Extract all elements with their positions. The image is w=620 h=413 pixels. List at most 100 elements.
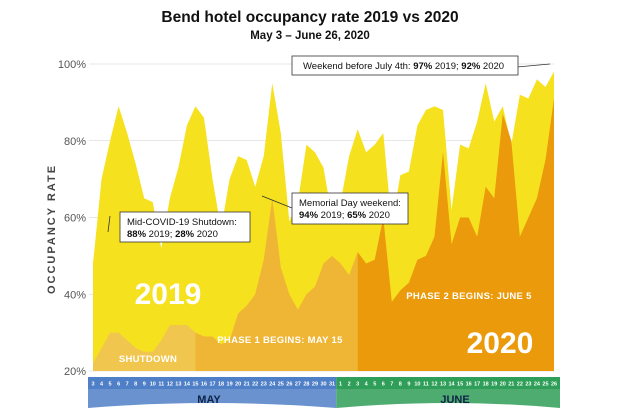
x-tick-label: 15 [457,382,463,388]
point-2019-43 [459,143,461,145]
x-tick-label: 6 [117,382,120,388]
y-axis-label: OCCUPANCY RATE [46,164,58,294]
x-tick-label: 8 [134,382,137,388]
point-2020-42 [450,243,452,245]
point-2020-2 [109,331,111,333]
point-2020-45 [476,235,478,237]
x-axis-ticks: 3 4 5 6 7 8 9 10 11 12 13 14 15 16 17 18 19 20 21 22 23 24 25 2… [91,382,557,388]
shutdown-callout-line [107,215,111,233]
point-2019-34 [382,132,384,134]
point-2020-10 [177,324,179,326]
point-2020-7 [152,351,154,353]
series-2020-phase2-area [357,98,554,371]
x-tick-label: 25 [542,382,548,388]
point-2020-5 [134,347,136,349]
point-2020-26 [314,285,316,287]
point-2020-32 [365,262,367,264]
x-tick-label: 7 [126,382,129,388]
series-2020-phase1-area [195,198,358,371]
point-2020-14 [211,335,213,337]
point-2019-6 [143,197,145,199]
july-callout-box [291,55,519,76]
memorial-callout-box [291,192,409,225]
point-2019-45 [476,120,478,122]
point-2019-37 [408,170,410,172]
point-2019-54 [553,70,555,72]
point-2019-42 [450,209,452,211]
point-2020-50 [519,235,521,237]
point-2019-49 [510,143,512,145]
x-tick-label: 9 [143,382,146,388]
x-tick-label: 15 [192,382,198,388]
x-tick-label: 16 [201,382,207,388]
point-2020-51 [527,216,529,218]
x-tick-label: 4 [365,382,369,388]
july-callout-line [516,63,551,68]
x-tick-label: 17 [209,382,215,388]
x-tick-label: 19 [491,382,497,388]
point-2020-49 [510,140,512,142]
point-2019-31 [356,128,358,130]
point-2020-21 [271,197,273,199]
point-2020-41 [442,151,444,153]
point-2020-23 [288,293,290,295]
shutdown-callout-text: Mid-COVID-19 Shutdown: 88% 2019; 28% 2020 [127,217,237,240]
x-tick-label: 18 [218,382,224,388]
x-tick-label: 3 [356,382,359,388]
point-2019-46 [485,82,487,84]
point-2019-52 [536,78,538,80]
point-2020-39 [425,255,427,257]
point-2020-28 [331,255,333,257]
point-2019-47 [493,120,495,122]
y-axis-ticks: 20% 40% 60% 80% 100% [58,59,86,378]
point-2020-4 [126,339,128,341]
point-2019-18 [245,159,247,161]
point-2020-25 [305,293,307,295]
point-2020-12 [194,331,196,333]
point-2019-4 [126,132,128,134]
point-2019-30 [348,155,350,157]
june-month-band [336,389,560,408]
x-tick-label: 12 [167,382,173,388]
label-2020: 2020 [467,327,534,360]
x-tick-label: 18 [483,382,489,388]
x-tick-label: 21 [508,382,514,388]
point-2020-38 [416,259,418,261]
point-2020-40 [433,235,435,237]
x-tick-label: 11 [158,382,164,388]
x-tick-label: 5 [109,382,112,388]
x-tick-label: 11 [423,382,429,388]
point-2019-22 [280,132,282,134]
point-2020-52 [536,197,538,199]
y-tick-label: 20% [64,366,86,378]
annotations: Mid-COVID-19 Shutdown: 88% 2019; 28% 2020… [107,55,551,243]
x-tick-label: 26 [551,382,557,388]
point-2019-50 [519,94,521,96]
x-tick-label: 6 [382,382,385,388]
month-label-may: MAY [197,394,221,406]
point-2019-48 [502,105,504,107]
point-2019-7 [152,201,154,203]
point-2020-3 [117,331,119,333]
x-tick-label: 5 [373,382,376,388]
point-2020-37 [408,282,410,284]
point-2019-51 [527,97,529,99]
chart-title: Bend hotel occupancy rate 2019 vs 2020 [161,9,458,26]
july-callout-text: Weekend before July 4th: 97% 2019; 92% 2… [303,61,504,72]
point-2019-44 [467,147,469,149]
point-2019-32 [365,151,367,153]
point-2019-5 [134,163,136,165]
point-2020-6 [143,351,145,353]
point-2020-44 [467,216,469,218]
point-2020-19 [254,293,256,295]
x-tick-label: 23 [525,382,531,388]
memorial-callout-line [261,195,293,209]
phase-label-shutdown: SHUTDOWN [119,354,177,365]
point-2020-35 [391,301,393,303]
point-2020-13 [203,335,205,337]
point-2019-41 [442,109,444,111]
x-axis: 3 4 5 6 7 8 9 10 11 12 13 14 15 16 17 18 19 20 21 22 23 24 25 2… [88,377,560,408]
x-tick-label: 24 [269,382,276,388]
point-2019-1 [100,178,102,180]
point-2019-11 [186,124,188,126]
